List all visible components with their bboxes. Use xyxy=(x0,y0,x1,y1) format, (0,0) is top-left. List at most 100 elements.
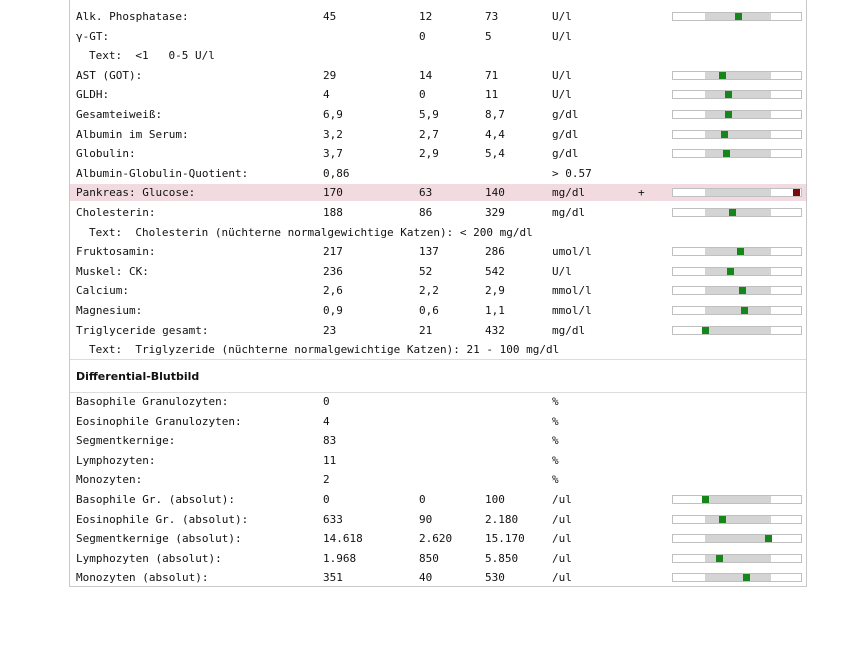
reference-range-band xyxy=(705,209,771,216)
test-name: Muskel: CK: xyxy=(76,264,149,278)
reference-min: 14 xyxy=(419,68,433,82)
reference-range-bar xyxy=(672,12,802,21)
unit: /ul xyxy=(552,512,572,526)
flag-indicator: + xyxy=(638,186,645,200)
reference-range-bar xyxy=(672,149,802,159)
test-name: Segmentkernige: xyxy=(76,434,176,448)
reference-min: 2,7 xyxy=(419,127,439,141)
test-name: Magnesium: xyxy=(76,304,143,317)
result-marker xyxy=(723,150,730,158)
result-value: 2 xyxy=(323,473,330,487)
unit: U/l xyxy=(552,10,572,23)
reference-min: 2.620 xyxy=(419,532,453,546)
reference-max: 140 xyxy=(485,186,505,200)
result-marker xyxy=(793,189,800,197)
result-marker xyxy=(702,496,709,503)
result-marker xyxy=(721,130,728,138)
reference-range-band xyxy=(705,71,771,79)
reference-min: 0 xyxy=(419,493,426,506)
result-value: 83 xyxy=(323,434,337,448)
reference-range-band xyxy=(705,130,771,138)
unit: /ul xyxy=(552,571,572,585)
section-divider xyxy=(70,392,806,393)
result-note: Text: Triglyzeride (nüchterne normalgewi… xyxy=(70,341,806,358)
result-value: 14.618 xyxy=(323,532,363,546)
unit: > 0.57 xyxy=(552,166,592,180)
reference-max: 1,1 xyxy=(485,304,505,317)
result-row-albumin-im-serum: Albumin im Serum: 3,2 2,7 4,4 g/dl xyxy=(70,126,806,143)
reference-range-band xyxy=(705,111,771,118)
reference-max: 5 xyxy=(485,29,492,43)
result-row-muskel-ck: Muskel: CK: 236 52 542 U/l xyxy=(70,263,806,280)
result-value: 6,9 xyxy=(323,108,343,121)
result-value: 0 xyxy=(323,395,330,408)
result-value: 2,6 xyxy=(323,284,343,298)
reference-range-bar xyxy=(672,129,802,139)
reference-range-band xyxy=(705,535,771,543)
unit: mmol/l xyxy=(552,284,592,298)
reference-range-band xyxy=(705,267,771,275)
reference-range-band xyxy=(705,496,771,503)
result-marker xyxy=(719,71,726,79)
result-marker xyxy=(725,111,732,118)
result-value: 217 xyxy=(323,245,343,259)
result-marker xyxy=(739,287,746,295)
result-value: 4 xyxy=(323,88,330,102)
test-name: Albumin-Globulin-Quotient: xyxy=(76,166,249,180)
result-row-monozyten-absolut: Monozyten (absolut): 351 40 530/ul xyxy=(70,569,806,586)
unit: mg/dl xyxy=(552,323,586,337)
reference-min: 52 xyxy=(419,264,433,278)
result-value: 633 xyxy=(323,512,343,526)
result-row-basophile-gr-absolut: Basophile Gr. (absolut): 0 0 100/ul xyxy=(70,491,806,508)
result-row-ast-got: AST (GOT): 29 14 71 U/l xyxy=(70,67,806,84)
unit: /ul xyxy=(552,532,572,546)
result-row-pankreas-glucose: Pankreas: Glucose: 170 63 140 mg/dl + xyxy=(70,184,806,202)
unit: /ul xyxy=(552,493,572,506)
result-row-monozyten: Monozyten: 2% xyxy=(70,471,806,488)
reference-range-band xyxy=(705,150,771,158)
reference-range-band xyxy=(705,554,771,562)
reference-max: 530 xyxy=(485,571,505,585)
reference-max: 100 xyxy=(485,493,505,506)
unit: mg/dl xyxy=(552,186,586,200)
result-marker xyxy=(735,13,742,20)
reference-range-bar xyxy=(672,534,802,544)
unit: mmol/l xyxy=(552,304,592,317)
unit: % xyxy=(552,453,559,467)
reference-min: 5,9 xyxy=(419,108,439,121)
test-name: Eosinophile Gr. (absolut): xyxy=(76,512,249,526)
result-row-gesamteiwei: Gesamteiweiß: 6,9 5,9 8,7 g/dl xyxy=(70,106,806,123)
reference-max: 11 xyxy=(485,88,499,102)
unit: g/dl xyxy=(552,127,579,141)
reference-min: 0 xyxy=(419,29,426,43)
reference-range-bar xyxy=(672,286,802,296)
reference-range-bar xyxy=(672,110,802,119)
result-value: 236 xyxy=(323,264,343,278)
reference-range-bar xyxy=(672,70,802,80)
test-name: Globulin: xyxy=(76,147,136,161)
unit: /ul xyxy=(552,551,572,565)
reference-range-bar xyxy=(672,90,802,100)
reference-max: 2.180 xyxy=(485,512,519,526)
unit: % xyxy=(552,395,559,408)
test-name: Gesamteiweiß: xyxy=(76,108,163,121)
reference-range-band xyxy=(705,574,771,582)
result-marker xyxy=(719,515,726,523)
reference-range-bar xyxy=(672,266,802,276)
reference-range-bar xyxy=(672,208,802,217)
result-row-lymphozyten-absolut: Lymphozyten (absolut): 1.968 850 5.850/ul xyxy=(70,550,806,567)
result-value: 11 xyxy=(323,453,337,467)
result-note: Text: Cholesterin (nüchterne normalgewic… xyxy=(70,224,806,241)
test-name: Monozyten: xyxy=(76,473,143,487)
unit: % xyxy=(552,434,559,448)
result-row-magnesium: Magnesium: 0,9 0,6 1,1 mmol/l xyxy=(70,302,806,319)
reference-range-bar xyxy=(672,325,802,335)
result-row-segmentkernige-absolut: Segmentkernige (absolut): 14.618 2.620 15.1… xyxy=(70,530,806,547)
result-row-fruktosamin: Fruktosamin: 217 137 286 umol/l xyxy=(70,243,806,260)
result-value: 45 xyxy=(323,10,337,23)
test-name: Pankreas: Glucose: xyxy=(76,186,196,200)
lab-report-table: Alk. Phosphatase: 45 12 73 U/l γ-GT: 0 5 U/l Text… xyxy=(69,0,807,587)
result-value: 170 xyxy=(323,186,343,200)
result-marker xyxy=(702,326,709,334)
reference-min: 86 xyxy=(419,206,433,219)
